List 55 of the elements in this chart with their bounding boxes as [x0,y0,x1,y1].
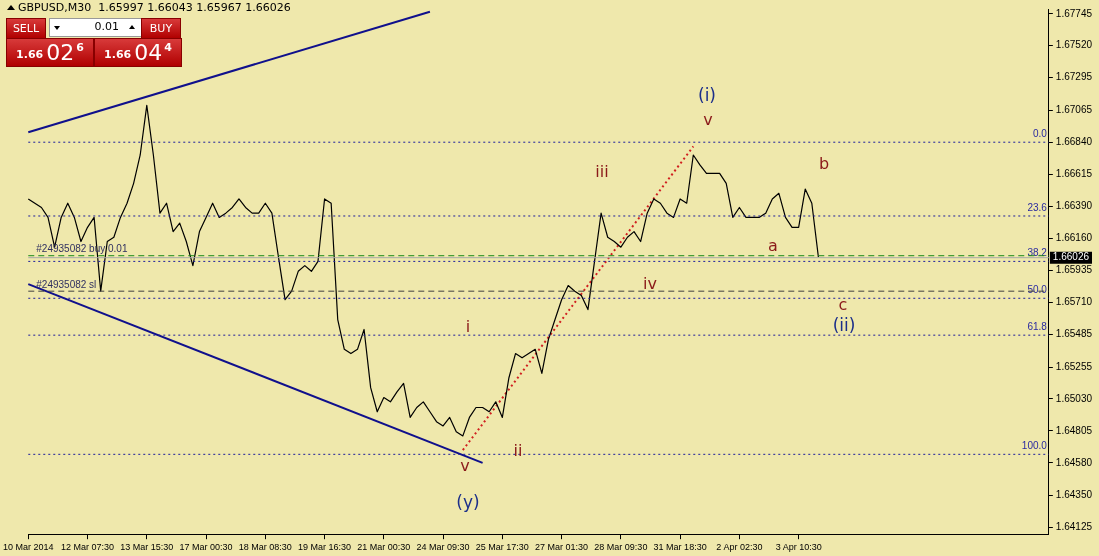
y-tick-label: 1.67295 [1055,71,1093,83]
y-tick-label: 1.64805 [1055,424,1093,436]
annotation: v [703,110,713,130]
x-tick-label: 27 Mar 01:30 [535,542,589,553]
chart-title: GBPUSD,M30 1.65997 1.66043 1.65967 1.66026 [18,1,291,14]
x-tick-label: 31 Mar 18:30 [653,542,707,553]
x-tick-label: 13 Mar 15:30 [120,542,174,553]
annotation: 50.0 [1027,284,1048,296]
annotation: BUY [141,18,181,39]
x-tick-label: 18 Mar 08:30 [238,542,292,553]
number-field: 0.01 [49,18,142,37]
annotation: v [460,456,470,476]
annotation: (y) [456,492,480,513]
annotation: ii [513,441,523,461]
y-tick-label: 1.65935 [1055,264,1093,276]
y-tick-label: 1.66615 [1055,167,1093,179]
y-tick-label: 1.66160 [1055,232,1093,244]
y-tick-label: 1.67065 [1055,104,1093,116]
annotation: i [465,317,471,337]
y-tick-label: 1.65485 [1055,328,1093,340]
y-tick-label: 1.65030 [1055,392,1093,404]
x-tick-label: 19 Mar 16:30 [298,542,352,553]
x-tick-label: 24 Mar 09:30 [416,542,470,553]
annotation: 100.0 [1021,440,1048,452]
annotation: 61.8 [1027,320,1048,332]
x-tick-label: 12 Mar 07:30 [61,542,115,553]
x-tick-label: 10 Mar 2014 [2,542,54,553]
y-tick-label: 1.67520 [1055,39,1093,51]
annotation: iii [595,162,609,182]
annotation: (ii) [832,315,856,336]
y-tick-label: 1.65255 [1055,360,1093,372]
x-tick-label: 21 Mar 00:30 [357,542,411,553]
y-tick-label: 1.64350 [1055,489,1093,501]
annotation: b [818,154,830,174]
y-tick-label: 1.64125 [1055,521,1093,533]
annotation: a [768,236,778,256]
x-tick-label: 3 Apr 10:30 [775,542,822,553]
x-tick-label: 25 Mar 17:30 [475,542,529,553]
annotation: 23.6 [1027,201,1048,213]
y-tick-label: 1.66840 [1055,135,1093,147]
annotation: SELL [6,18,46,39]
annotation: 0.01 [94,20,119,33]
y-tick-label: 1.67745 [1055,7,1093,19]
x-tick-label: 28 Mar 09:30 [594,542,648,553]
annotation: 0.0 [1032,127,1048,139]
y-tick-label: 1.66390 [1055,199,1093,211]
x-tick-label: 2 Apr 02:30 [716,542,763,553]
ref-line-label: #24935082 sl [36,278,97,290]
y-tick-label: 1.65710 [1055,296,1093,308]
annotation: (i) [698,85,716,106]
annotation: iv [643,274,657,294]
annotation: c [838,295,848,315]
x-tick-label: 17 Mar 00:30 [179,542,233,553]
y-tick-label: 1.64580 [1055,456,1093,468]
ref-line-label: 1.66026 [1052,251,1090,263]
